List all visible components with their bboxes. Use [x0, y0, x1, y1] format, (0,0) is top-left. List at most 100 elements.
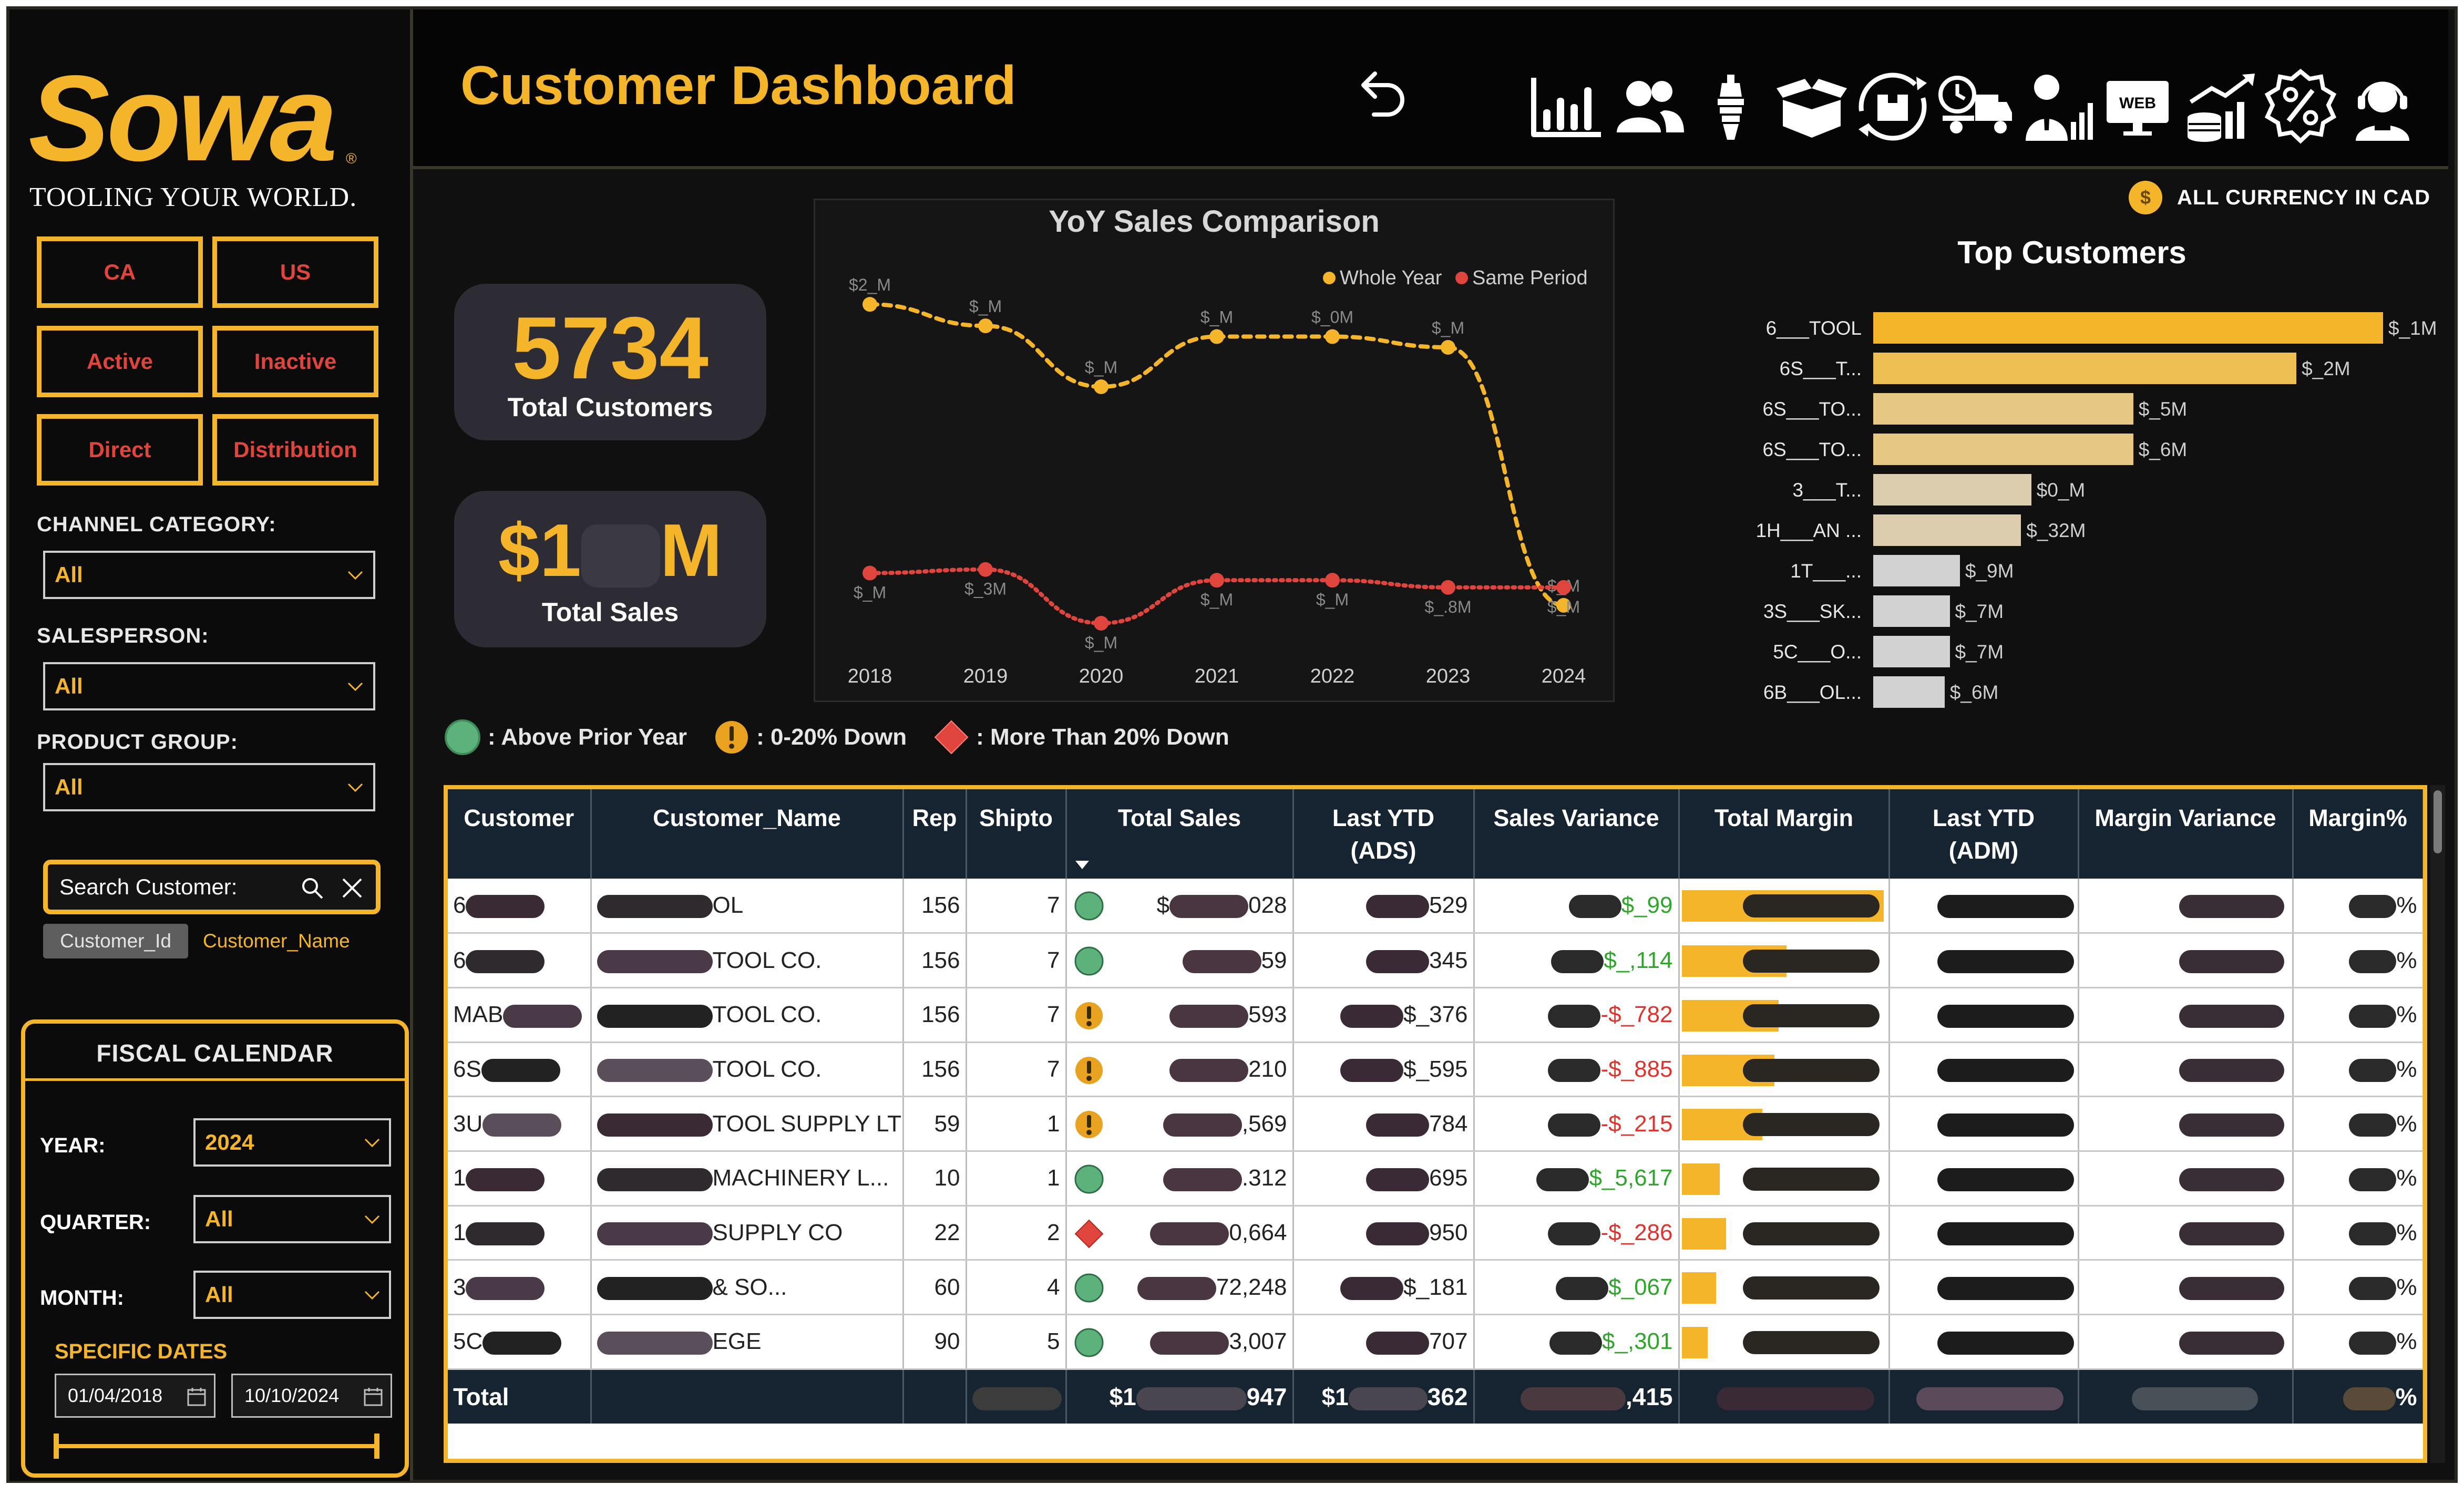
- cell-margin-variance: [2078, 933, 2294, 988]
- filter-us-button[interactable]: US: [212, 236, 378, 308]
- table-row[interactable]: 1 MACHINERY L... 10 1 .312 695 $_5,617%: [448, 1151, 2423, 1207]
- product-group-label: PRODUCT GROUP:: [37, 730, 238, 754]
- total-sales-prefix: $1: [498, 509, 581, 592]
- salesperson-icon[interactable]: [2017, 67, 2096, 146]
- col-customer-name[interactable]: Customer_Name: [591, 789, 904, 879]
- chevron-down-icon: [347, 682, 363, 692]
- col-total-sales[interactable]: Total Sales: [1066, 789, 1294, 879]
- col-sales-variance[interactable]: Sales Variance: [1474, 789, 1680, 879]
- salesperson-dropdown[interactable]: All: [43, 662, 375, 710]
- customer-id: 3U: [453, 1110, 483, 1137]
- col-margin-variance[interactable]: Margin Variance: [2078, 789, 2294, 879]
- top-customer-bar[interactable]: [1873, 636, 1950, 667]
- year-dropdown[interactable]: 2024: [193, 1118, 391, 1167]
- discount-icon[interactable]: [2261, 67, 2340, 146]
- cell-last-ytd-adm: [1889, 1314, 2079, 1370]
- delivery-truck-icon[interactable]: [1935, 67, 2014, 146]
- cell-last-ytd-adm: [1889, 1096, 2079, 1152]
- cell-shipto: 7: [966, 987, 1067, 1043]
- cell-margin-pct: %: [2293, 1151, 2423, 1207]
- redacted-value: [2131, 1387, 2258, 1410]
- top-customer-bar[interactable]: [1873, 312, 2383, 344]
- redacted-value: [1548, 1113, 1601, 1137]
- inventory-cycle-icon[interactable]: [1853, 67, 1932, 146]
- col-last-ytd-adm[interactable]: Last YTD (ADM): [1889, 789, 2079, 879]
- total-sales-variance: ,415: [1474, 1369, 1680, 1424]
- cell-rep: 156: [903, 987, 967, 1043]
- filter-active-button[interactable]: Active: [37, 326, 203, 397]
- month-dropdown[interactable]: All: [193, 1271, 391, 1319]
- product-icon[interactable]: [1691, 67, 1770, 146]
- top-customer-value-label: $_5M: [2138, 398, 2188, 420]
- total-customers-label: Total Customers: [507, 393, 713, 422]
- web-icon[interactable]: WEB: [2098, 67, 2177, 146]
- col-margin-pct[interactable]: Margin%: [2293, 789, 2423, 879]
- clear-icon[interactable]: [340, 876, 364, 900]
- table-row[interactable]: 6 OL 156 7 $028 529 $_99%: [448, 879, 2423, 934]
- date-range-slider[interactable]: [56, 1444, 377, 1448]
- search-mode-customer-id[interactable]: Customer_Id: [43, 924, 188, 958]
- growth-coins-icon[interactable]: [2180, 67, 2259, 146]
- search-icon[interactable]: [300, 876, 324, 900]
- cell-last-ytd-adm: [1889, 1205, 2079, 1261]
- open-box-icon[interactable]: [1772, 67, 1851, 146]
- top-customer-bar[interactable]: [1873, 353, 2297, 384]
- search-customer-input[interactable]: Search Customer:: [43, 860, 381, 914]
- last-ytd-value: $_376: [1403, 1002, 1468, 1028]
- col-customer[interactable]: Customer: [448, 789, 592, 879]
- top-customer-bar[interactable]: [1873, 514, 2021, 546]
- redacted-value: [1742, 1004, 1880, 1027]
- cell-shipto: 4: [966, 1260, 1067, 1315]
- sowa-logo[interactable]: Sowa ® TOOLING YOUR WORLD.: [19, 9, 397, 213]
- product-group-dropdown[interactable]: All: [43, 763, 375, 811]
- top-customer-value-label: $_7M: [1955, 601, 2004, 622]
- scrollbar-thumb[interactable]: [2434, 790, 2442, 853]
- table-row[interactable]: MAB TOOL CO. 156 7 593 $_376 -$_782%: [448, 987, 2423, 1043]
- calendar-icon[interactable]: [363, 1387, 383, 1407]
- top-customer-bar[interactable]: [1873, 555, 1960, 586]
- customers-icon[interactable]: [1609, 67, 1688, 146]
- filter-ca-button[interactable]: CA: [37, 236, 203, 308]
- table-row[interactable]: 1 SUPPLY CO 22 2 0,664 950 -$_286%: [448, 1205, 2423, 1261]
- cell-last-ytd-ads: $_595: [1293, 1042, 1475, 1098]
- top-customer-bar[interactable]: [1873, 474, 2031, 506]
- start-date-input[interactable]: 01/04/2018: [55, 1374, 215, 1418]
- col-shipto[interactable]: Shipto: [966, 789, 1067, 879]
- top-customer-bar[interactable]: [1873, 393, 2133, 425]
- customer-id: 1: [453, 1165, 466, 1191]
- top-customer-bar[interactable]: [1873, 676, 1945, 708]
- top-customer-bar[interactable]: [1873, 434, 2133, 465]
- col-rep[interactable]: Rep: [903, 789, 967, 879]
- sales-chart-icon[interactable]: [1527, 67, 1606, 146]
- col-total-margin[interactable]: Total Margin: [1679, 789, 1890, 879]
- redacted-value: [2179, 1168, 2284, 1191]
- quarter-dropdown[interactable]: All: [193, 1195, 391, 1243]
- back-arrow-icon[interactable]: [1350, 64, 1413, 127]
- end-date-input[interactable]: 10/10/2024: [231, 1374, 392, 1418]
- green-circle-icon: [1074, 1273, 1103, 1303]
- table-row[interactable]: 3U TOOL SUPPLY LTD 59 1 ,569 784 -$_215%: [448, 1096, 2423, 1152]
- sort-desc-icon[interactable]: [1074, 860, 1090, 870]
- support-agent-icon[interactable]: [2343, 67, 2422, 146]
- calendar-icon[interactable]: [187, 1387, 207, 1407]
- table-row[interactable]: 5C EGE 90 5 3,007 707 $_,301%: [448, 1314, 2423, 1370]
- filter-inactive-button[interactable]: Inactive: [212, 326, 378, 397]
- table-row[interactable]: 6 TOOL CO. 156 7 59 345 $_,114%: [448, 933, 2423, 988]
- channel-category-dropdown[interactable]: All: [43, 551, 375, 599]
- search-mode-customer-name[interactable]: Customer_Name: [203, 930, 350, 952]
- filter-distribution-button[interactable]: Distribution: [212, 414, 378, 486]
- filter-direct-button[interactable]: Direct: [37, 414, 203, 486]
- slider-end-handle[interactable]: [374, 1434, 379, 1459]
- slider-start-handle[interactable]: [54, 1434, 59, 1459]
- data-label: $_M: [1547, 597, 1580, 616]
- table-row[interactable]: 3 & SO... 60 4 72,248 $_181 $_067%: [448, 1260, 2423, 1315]
- shipto-value: 7: [1047, 892, 1060, 919]
- table-row[interactable]: 6S TOOL CO. 156 7 210 $_595 -$_885%: [448, 1042, 2423, 1098]
- col-last-ytd-ads[interactable]: Last YTD (ADS): [1293, 789, 1475, 879]
- cell-rep: 60: [903, 1260, 967, 1315]
- top-customer-bar[interactable]: [1873, 595, 1950, 627]
- redacted-value: [1163, 1113, 1242, 1137]
- redacted-value: [1742, 1331, 1880, 1354]
- redacted-value: [466, 1222, 545, 1246]
- table-scrollbar[interactable]: [2430, 785, 2445, 1463]
